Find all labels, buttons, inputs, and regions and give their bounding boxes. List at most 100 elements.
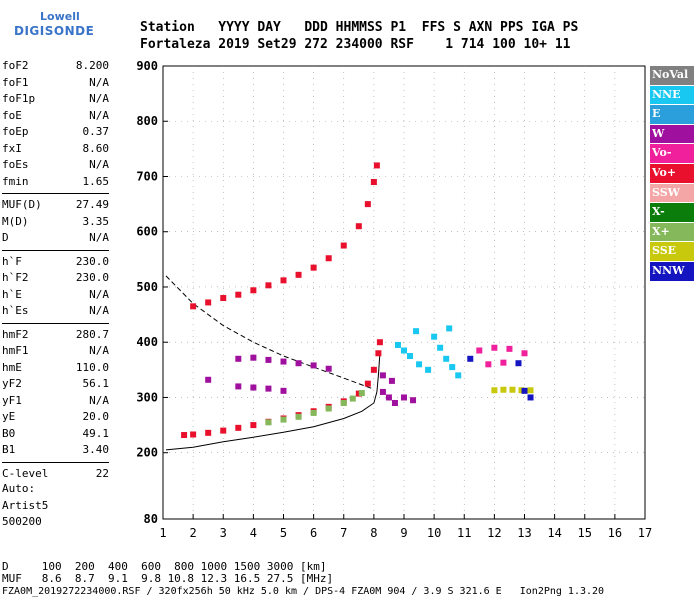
param-row: yF1 N/A: [2, 393, 109, 410]
legend-item: W: [650, 124, 694, 145]
data-point: [220, 295, 227, 302]
data-point: [394, 341, 401, 348]
auto-version: Artist5: [2, 499, 49, 512]
legend-item: E: [650, 105, 694, 125]
data-point: [385, 394, 392, 401]
parameter-panel: foF2 8.200 foF1 N/A foF1p N/A foE N/A foEp 0.37 fx…: [2, 58, 109, 482]
data-point: [250, 422, 257, 429]
data-point: [265, 385, 272, 392]
param-row: fmin 1.65: [2, 174, 109, 191]
x-tick-label: 6: [310, 526, 317, 540]
data-point: [349, 395, 356, 402]
data-point: [205, 376, 212, 383]
y-tick-label: 500: [136, 280, 158, 294]
logo-line1: Lowell: [40, 10, 80, 23]
x-tick-label: 2: [190, 526, 197, 540]
x-tick-label: 12: [487, 526, 501, 540]
param-value: N/A: [89, 304, 109, 317]
param-value: N/A: [89, 158, 109, 171]
data-point: [358, 390, 365, 397]
header-labels: Station YYYY DAY DDD HHMMSS P1 FFS S AXN…: [140, 20, 579, 35]
x-tick-label: 16: [608, 526, 622, 540]
data-point: [375, 350, 382, 357]
data-point: [280, 277, 287, 284]
data-point: [355, 223, 362, 230]
logo-line2: DIGISONDE: [14, 24, 95, 38]
y-tick-label: 300: [136, 390, 158, 404]
param-value: N/A: [89, 108, 109, 122]
data-point: [250, 384, 257, 391]
data-point: [410, 397, 417, 404]
param-row: B1 3.40: [2, 442, 109, 459]
auto-code: 500200: [2, 515, 42, 528]
legend-item: NNE: [650, 85, 694, 106]
param-row: h`Es N/A: [2, 303, 109, 320]
y-tick-label: 600: [136, 225, 158, 239]
footer-file-info: FZA0M_2019272234000.RSF / 320fx256h 50 k…: [2, 586, 605, 597]
param-value: 3.40: [82, 443, 110, 456]
param-row: foEp 0.37: [2, 124, 109, 141]
param-value: 110.0: [75, 360, 109, 374]
data-point: [310, 362, 317, 369]
data-point: [295, 271, 302, 278]
param-name: h`F: [2, 254, 22, 268]
data-point: [485, 361, 492, 368]
data-point: [235, 383, 242, 390]
param-row: h`E N/A: [2, 287, 109, 304]
data-point: [521, 350, 528, 357]
param-name: h`Es: [2, 304, 29, 317]
data-point: [491, 344, 498, 351]
data-point: [295, 360, 302, 367]
data-point: [413, 328, 420, 335]
y-tick-label: 800: [136, 114, 158, 128]
x-tick-label: 8: [370, 526, 377, 540]
data-point: [509, 386, 516, 393]
param-row: hmF2 280.7: [2, 327, 109, 344]
header-values: Fortaleza 2019 Set29 272 234000 RSF 1 71…: [140, 37, 571, 52]
param-row: foF1 N/A: [2, 75, 109, 92]
data-point: [425, 366, 432, 373]
param-value: N/A: [89, 287, 109, 301]
data-point: [491, 387, 498, 394]
data-point: [355, 390, 362, 397]
param-row: foF2 8.200: [2, 58, 109, 75]
data-point: [190, 431, 197, 438]
data-point: [446, 325, 453, 332]
data-point: [518, 387, 525, 394]
param-value: 8.60: [82, 141, 110, 155]
param-value: 0.37: [82, 125, 110, 138]
data-point: [449, 364, 456, 371]
data-point: [205, 429, 212, 436]
param-name: fmin: [2, 174, 29, 188]
x-tick-label: 14: [547, 526, 561, 540]
data-point: [325, 405, 332, 412]
param-row: M(D) 3.35: [2, 214, 109, 231]
param-row: foE N/A: [2, 108, 109, 125]
param-name: foEp: [2, 125, 29, 138]
param-value: 27.49: [75, 198, 109, 211]
y-tick-label: 400: [136, 335, 158, 349]
legend: NoVal NNE E W Vo- Vo+ SSW X- X+ SSE NNW: [650, 66, 694, 282]
data-point: [235, 291, 242, 298]
param-name: yE: [2, 410, 16, 423]
param-name: h`F2: [2, 271, 29, 284]
data-point: [437, 344, 444, 351]
legend-item: Vo-: [650, 144, 694, 164]
param-name: D: [2, 231, 9, 244]
param-name: foE: [2, 108, 22, 122]
data-point: [250, 287, 257, 294]
param-row: C-level 22: [2, 466, 109, 483]
footer-distance-row: D 100 200 400 600 800 1000 1500 3000 [km…: [2, 560, 327, 573]
x-tick-label: 9: [400, 526, 407, 540]
data-point: [280, 358, 287, 365]
data-point: [443, 355, 450, 362]
param-value: 20.0: [82, 410, 110, 423]
param-row: D N/A: [2, 230, 109, 247]
param-name: yF2: [2, 377, 22, 390]
data-point: [265, 282, 272, 289]
data-point: [370, 366, 377, 373]
param-row: fxI 8.60: [2, 141, 109, 158]
legend-item: X+: [650, 222, 694, 243]
data-point: [280, 387, 287, 394]
